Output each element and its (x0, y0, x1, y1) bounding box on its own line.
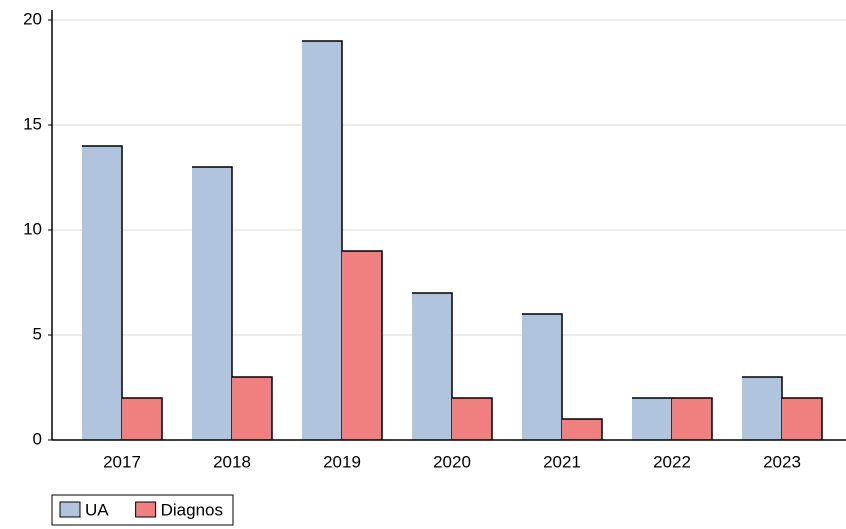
bar-edge (232, 376, 273, 440)
bar (782, 398, 822, 440)
bar (192, 167, 232, 440)
x-tick-label: 2018 (213, 452, 251, 471)
bar-edge (122, 397, 163, 440)
bar (522, 314, 562, 440)
bar-edge (82, 145, 123, 440)
x-tick-label: 2020 (433, 452, 471, 471)
legend-label: Diagnos (161, 500, 223, 519)
bar (452, 398, 492, 440)
bar (412, 293, 452, 440)
bar-edge (452, 397, 493, 440)
bar (122, 398, 162, 440)
bar (672, 398, 712, 440)
y-tick-label: 5 (33, 324, 42, 343)
bar (302, 41, 342, 440)
y-tick-label: 15 (23, 114, 42, 133)
bar (742, 377, 782, 440)
x-tick-label: 2021 (543, 452, 581, 471)
bar (82, 146, 122, 440)
bar (562, 419, 602, 440)
x-tick-label: 2023 (763, 452, 801, 471)
y-tick-label: 0 (33, 429, 42, 448)
bar-edge (412, 292, 453, 440)
bar-edge (192, 166, 233, 440)
bar (232, 377, 272, 440)
bar-edge (522, 313, 563, 440)
x-tick-label: 2019 (323, 452, 361, 471)
legend-swatch (59, 501, 81, 518)
bar-edge (342, 250, 383, 440)
y-tick-label: 20 (23, 9, 42, 28)
legend-label: UA (85, 500, 109, 519)
legend-swatch (135, 501, 157, 518)
x-tick-label: 2017 (103, 452, 141, 471)
bar (632, 398, 672, 440)
x-tick-label: 2022 (653, 452, 691, 471)
bar-edge (562, 418, 603, 440)
y-tick-label: 10 (23, 219, 42, 238)
bar-edge (782, 397, 823, 440)
bar (342, 251, 382, 440)
bar-edge (672, 397, 713, 440)
